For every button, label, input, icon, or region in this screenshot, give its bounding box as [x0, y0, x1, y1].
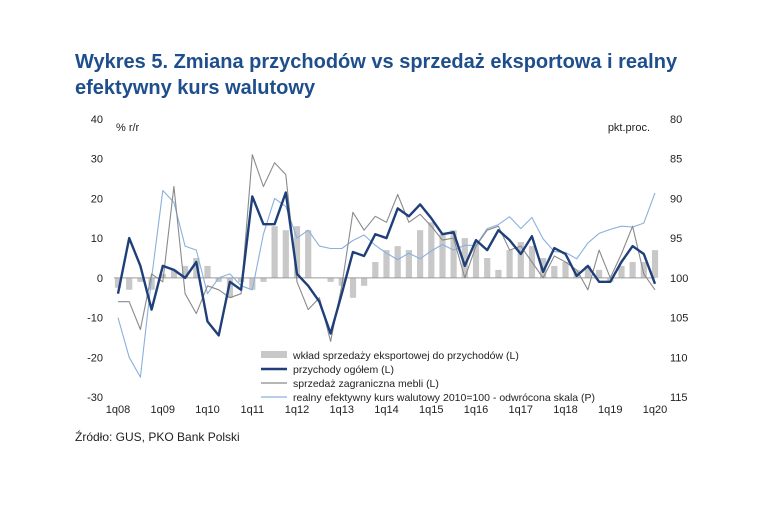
right-axis: 80 85 90 95 100 105 110 115 — [670, 114, 688, 404]
left-tick-label: 10 — [91, 233, 103, 245]
legend-label: realny efektywny kurs walutowy 2010=100 … — [293, 392, 595, 404]
x-tick-label: 1q14 — [374, 404, 398, 416]
line-series — [116, 154, 657, 378]
right-tick-label: 90 — [670, 193, 682, 205]
legend: wkład sprzedaży eksportowej do przychodó… — [261, 350, 595, 404]
x-tick-label: 1q13 — [330, 404, 354, 416]
export-contribution-bar — [204, 265, 211, 278]
x-axis: 1q08 1q09 1q10 1q11 1q12 1q13 1q14 1q15 1q16 1q17… — [106, 404, 667, 416]
export-contribution-bar — [472, 242, 480, 278]
source-note: Źródło: GUS, PKO Bank Polski — [75, 430, 240, 444]
x-tick-label: 1q18 — [553, 404, 577, 416]
export-contribution-bar — [428, 222, 435, 278]
left-tick-label: 0 — [97, 273, 103, 285]
furniture-export-line — [118, 154, 656, 342]
left-tick-label: -30 — [87, 392, 103, 404]
left-tick-label: 20 — [91, 193, 103, 205]
export-contribution-bar — [159, 273, 166, 278]
export-contribution-bar — [305, 230, 312, 278]
legend-label: sprzedaż zagraniczna mebli (L) — [293, 378, 439, 390]
export-contribution-bar — [338, 277, 345, 286]
export-contribution-bar — [596, 269, 603, 278]
export-contribution-bar — [372, 262, 379, 278]
export-contribution-bar — [640, 262, 647, 278]
export-contribution-bar — [506, 250, 513, 278]
export-contribution-bar — [260, 277, 267, 282]
export-contribution-bar — [215, 277, 222, 282]
total-revenue-line — [116, 191, 657, 337]
legend-label: przychody ogółem (L) — [293, 364, 394, 376]
left-tick-label: -20 — [87, 352, 103, 364]
x-tick-label: 1q12 — [285, 404, 309, 416]
export-contribution-bar — [450, 230, 457, 278]
x-tick-label: 1q17 — [509, 404, 533, 416]
export-contribution-bar — [226, 277, 233, 298]
left-tick-label: -10 — [87, 313, 103, 325]
export-contribution-bar — [137, 277, 144, 282]
right-tick-label: 85 — [670, 154, 682, 166]
left-tick-label: 30 — [91, 154, 103, 166]
export-contribution-bar — [562, 262, 569, 278]
reer-line — [117, 189, 656, 378]
right-tick-label: 100 — [670, 273, 688, 285]
legend-label: wkład sprzedaży eksportowej do przychodó… — [292, 350, 519, 362]
export-contribution-bar — [170, 269, 178, 278]
x-tick-label: 1q20 — [643, 404, 667, 416]
export-contribution-bar — [249, 277, 256, 290]
right-tick-label: 105 — [670, 313, 688, 325]
x-tick-label: 1q16 — [464, 404, 488, 416]
x-tick-label: 1q19 — [598, 404, 622, 416]
export-contribution-bar — [293, 226, 301, 278]
export-contribution-bar — [182, 265, 189, 278]
export-contribution-bar — [629, 262, 636, 278]
chart-title: Wykres 5. Zmiana przychodów vs sprzedaż … — [75, 51, 678, 99]
export-contribution-bar — [405, 250, 412, 278]
export-contribution-bar — [126, 277, 133, 290]
x-tick-label: 1q15 — [419, 404, 443, 416]
right-tick-label: 95 — [670, 233, 682, 245]
export-contribution-bar — [349, 277, 357, 298]
export-contribution-bar — [584, 265, 591, 278]
export-contribution-bar — [495, 269, 502, 278]
export-contribution-bar — [282, 230, 289, 278]
x-tick-label: 1q09 — [151, 404, 175, 416]
export-contribution-bar — [551, 265, 558, 278]
bar-series — [114, 222, 659, 298]
x-tick-label: 1q11 — [240, 404, 264, 416]
left-axis: -30 -20 -10 0 10 20 30 40 — [87, 114, 103, 404]
right-tick-label: 110 — [670, 352, 688, 364]
export-contribution-bar — [417, 230, 424, 278]
left-tick-label: 40 — [91, 114, 103, 126]
x-tick-label: 1q08 — [106, 404, 130, 416]
right-tick-label: 115 — [670, 392, 688, 404]
right-tick-label: 80 — [670, 114, 682, 126]
export-contribution-bar — [439, 234, 446, 278]
export-contribution-bar — [484, 258, 491, 278]
export-contribution-bar — [651, 250, 659, 278]
export-contribution-bar — [383, 250, 390, 278]
x-tick-label: 1q10 — [195, 404, 219, 416]
export-contribution-bar — [271, 226, 278, 278]
export-contribution-bar — [461, 238, 468, 278]
export-contribution-bar — [517, 242, 524, 278]
export-contribution-bar — [327, 277, 334, 282]
export-contribution-bar — [114, 277, 122, 288]
export-contribution-bar — [361, 277, 368, 286]
legend-swatch-bar — [261, 351, 287, 358]
export-contribution-bar — [148, 277, 155, 290]
right-axis-unit: pkt.proc. — [608, 122, 650, 134]
left-axis-unit: % r/r — [116, 122, 140, 134]
export-contribution-bar — [394, 246, 401, 278]
export-contribution-bar — [618, 265, 625, 278]
